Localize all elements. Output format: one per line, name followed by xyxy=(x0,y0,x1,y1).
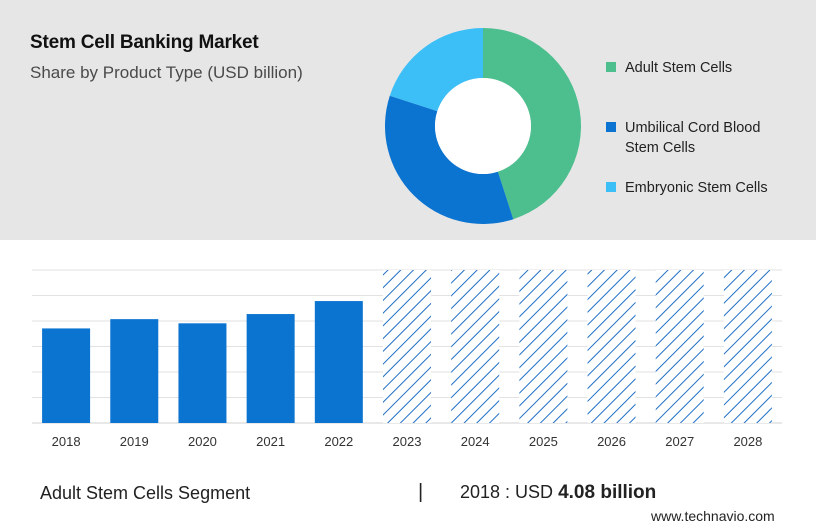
donut-slice-1 xyxy=(385,95,514,224)
legend-label-adult: Adult Stem Cells xyxy=(625,60,733,76)
x-tick-label: 2027 xyxy=(665,434,694,449)
segment-value-prefix: 2018 : USD xyxy=(460,482,554,502)
segment-value: 2018 : USD 4.08 billion xyxy=(460,482,656,504)
chart-title: Stem Cell Banking Market xyxy=(30,32,259,53)
x-tick-label: 2019 xyxy=(120,434,149,449)
summary-panel: Stem Cell Banking Market Share by Produc… xyxy=(0,0,816,240)
legend-label-embryonic: Embryonic Stem Cells xyxy=(625,180,768,196)
segment-label: Adult Stem Cells Segment xyxy=(40,483,251,503)
bar-2018 xyxy=(42,328,91,423)
donut-slice-2 xyxy=(389,28,483,112)
donut-hole xyxy=(435,78,531,174)
segment-value-amount: 4.08 billion xyxy=(558,482,657,503)
x-tick-label: 2028 xyxy=(733,434,762,449)
bar-2022 xyxy=(314,301,363,423)
donut-slice-0 xyxy=(483,28,581,220)
legend-item-adult: Adult Stem Cells xyxy=(606,58,785,78)
x-tick-label: 2021 xyxy=(256,434,285,449)
legend-swatch-umbilical xyxy=(606,122,616,132)
x-tick-label: 2018 xyxy=(52,434,81,449)
x-tick-label: 2025 xyxy=(529,434,558,449)
bar-2025 xyxy=(519,270,568,423)
legend-swatch-adult xyxy=(606,62,616,72)
x-tick-label: 2023 xyxy=(393,434,422,449)
legend-item-umbilical: Umbilical Cord Blood Stem Cells xyxy=(606,118,785,158)
source-link[interactable]: www.technavio.com xyxy=(651,508,775,524)
x-tick-label: 2026 xyxy=(597,434,626,449)
bar-2027 xyxy=(655,270,704,423)
x-tick-label: 2024 xyxy=(461,434,490,449)
bar-2020 xyxy=(178,323,227,423)
x-tick-label: 2022 xyxy=(324,434,353,449)
legend-label-umbilical: Umbilical Cord Blood Stem Cells xyxy=(625,120,761,156)
bar-2021 xyxy=(246,314,295,423)
bar-chart: 2018 2019 2020 2021 2022 2023 2024 2025 2026 2027… xyxy=(32,269,782,449)
footer-separator: | xyxy=(418,481,424,503)
chart-subtitle: Share by Product Type (USD billion) xyxy=(30,63,303,82)
bar-2028 xyxy=(723,270,772,423)
legend-item-embryonic: Embryonic Stem Cells xyxy=(606,178,785,198)
x-tick-label: 2020 xyxy=(188,434,217,449)
legend-swatch-embryonic xyxy=(606,182,616,192)
bar-2024 xyxy=(451,270,500,423)
bar-2019 xyxy=(110,319,159,423)
donut-chart xyxy=(385,28,581,224)
bar-2026 xyxy=(587,270,636,423)
bar-2023 xyxy=(383,270,431,423)
